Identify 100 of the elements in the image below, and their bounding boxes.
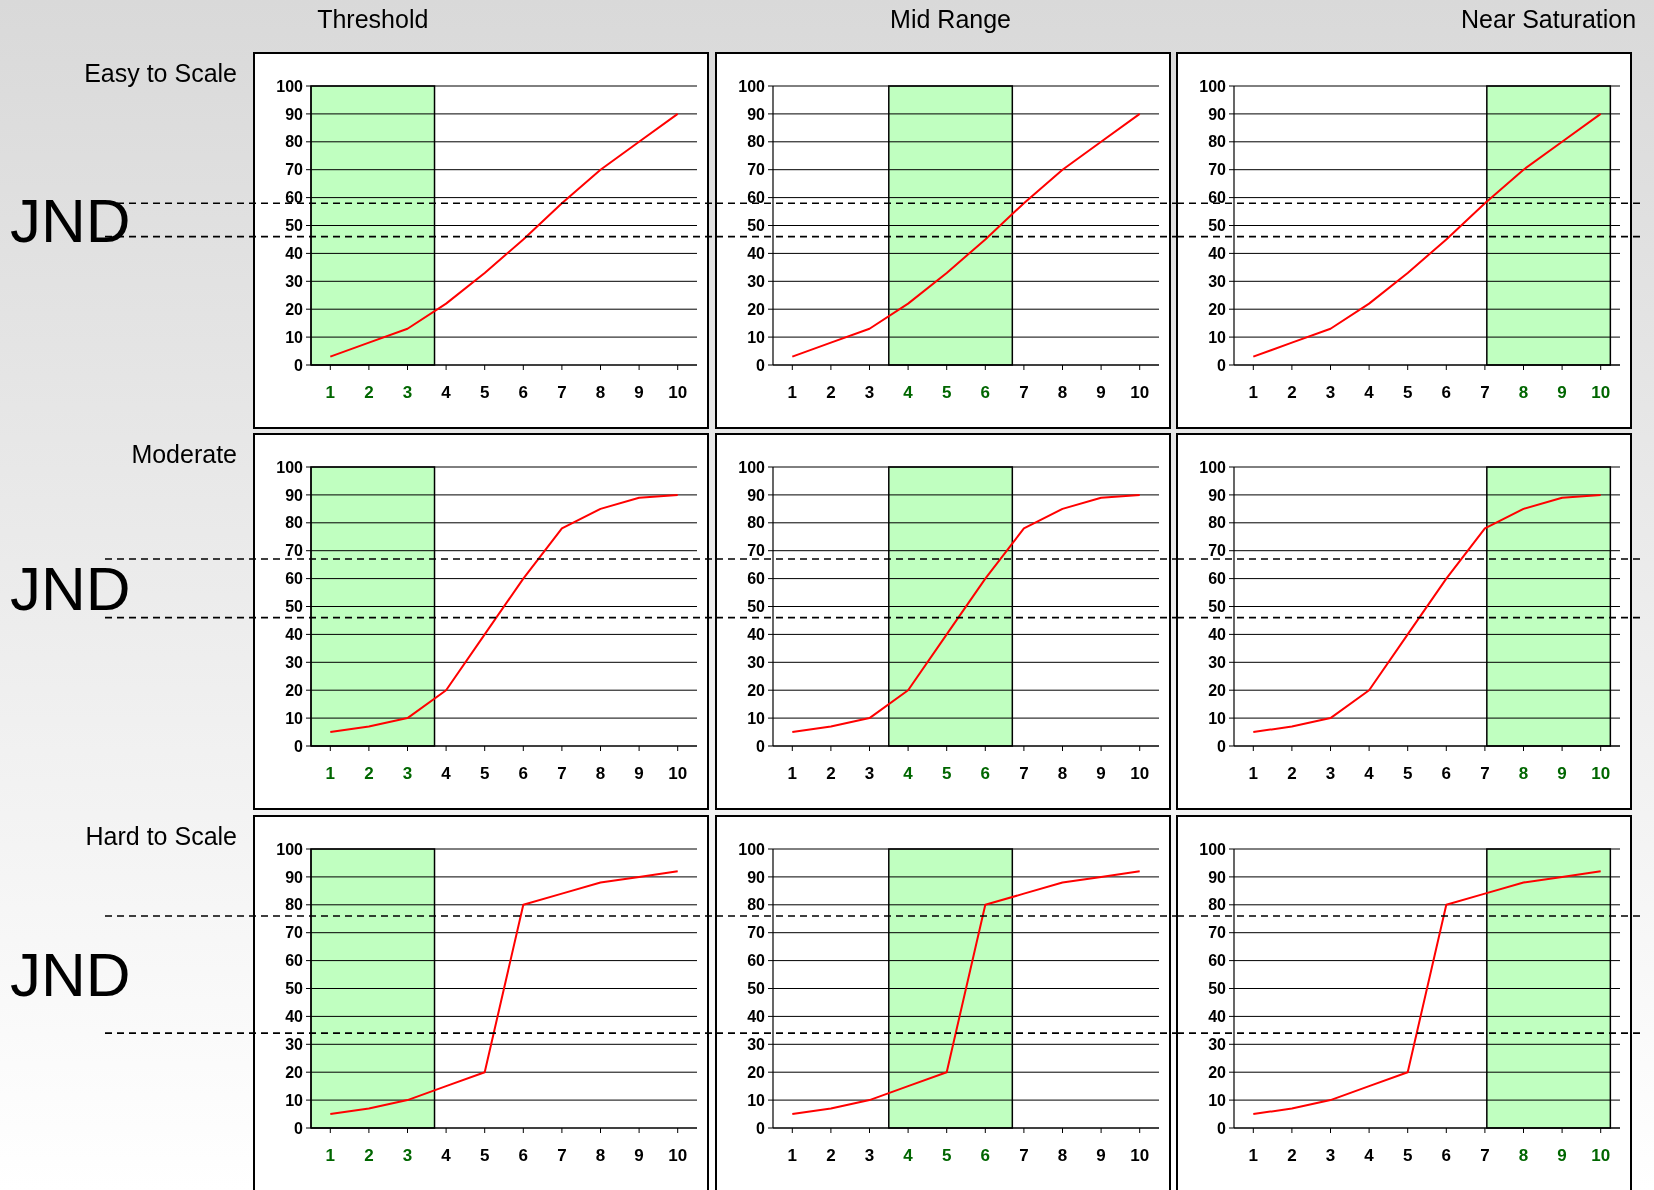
x-tick-label: 5 — [479, 1146, 490, 1165]
y-tick-label: 70 — [285, 924, 304, 942]
x-tick-label: 5 — [479, 764, 490, 783]
x-tick-label: 9 — [634, 764, 644, 783]
x-tick-label: 6 — [518, 383, 529, 402]
x-tick-label: 7 — [1480, 1146, 1490, 1165]
text: JND — [10, 554, 131, 624]
x-tick-label: 2 — [364, 383, 374, 402]
y-tick-label: 60 — [285, 952, 304, 970]
y-tick-label: 50 — [747, 980, 766, 998]
x-tick-label: 7 — [557, 764, 567, 783]
x-tick-label: 1 — [1248, 1146, 1259, 1165]
x-tick-label: 5 — [479, 383, 490, 402]
x-tick-label: 7 — [557, 383, 567, 402]
x-tick-label: 8 — [1057, 1146, 1068, 1165]
y-tick-label: 80 — [1208, 896, 1227, 914]
x-tick-label: 3 — [864, 1146, 875, 1165]
x-tick-label: 10 — [668, 764, 688, 783]
y-tick-label: 20 — [747, 1063, 766, 1081]
y-tick-label: 60 — [1208, 952, 1227, 970]
y-tick-label: 10 — [1208, 709, 1227, 727]
x-tick-label: 8 — [595, 764, 606, 783]
line-series — [1252, 493, 1602, 734]
x-tick-label: 10 — [1591, 383, 1611, 402]
y-tick-label: 100 — [276, 458, 304, 476]
y-tick-label: 40 — [747, 1008, 766, 1025]
y-tick-label: 100 — [276, 77, 304, 95]
y-tick-label: 30 — [747, 1035, 766, 1053]
x-tick-label: 7 — [557, 1146, 567, 1165]
y-tick-label: 20 — [747, 300, 766, 318]
y-tick-label: 90 — [747, 868, 766, 886]
x-tick-label: 1 — [787, 1146, 798, 1165]
chart-title: Near Saturation — [1461, 5, 1637, 33]
y-tick-label: 0 — [294, 1119, 304, 1137]
y-tick-label: 30 — [747, 653, 766, 671]
y-tick-label: 70 — [747, 542, 766, 560]
y-tick-label: 50 — [285, 598, 304, 616]
y-tick-label: 80 — [285, 514, 304, 532]
y-tick-label: 20 — [1208, 1063, 1227, 1081]
x-tick-label: 1 — [325, 764, 336, 783]
x-tick-label: 6 — [518, 764, 529, 783]
x-tick-label: 5 — [941, 1146, 952, 1165]
line-series — [791, 870, 1141, 1116]
line-series — [329, 112, 679, 358]
y-tick-label: 20 — [285, 1063, 304, 1081]
y-tick-label: 80 — [1208, 514, 1227, 532]
y-tick-label: 90 — [285, 105, 304, 123]
x-tick-label: 6 — [1441, 764, 1452, 783]
x-tick-label: 2 — [1287, 1146, 1297, 1165]
chart-title: Threshold — [317, 5, 429, 33]
y-tick-label: 70 — [285, 542, 304, 560]
y-tick-label: 40 — [285, 245, 304, 262]
x-tick-label: 3 — [1325, 383, 1336, 402]
x-tick-label: 9 — [1557, 383, 1567, 402]
y-tick-label: 80 — [747, 514, 766, 532]
x-tick-label: 1 — [325, 383, 336, 402]
y-tick-label: 80 — [747, 896, 766, 914]
x-tick-label: 8 — [595, 1146, 606, 1165]
x-tick-label: 3 — [864, 764, 875, 783]
y-axis-title: Moderate — [131, 440, 237, 468]
y-tick-label: 30 — [285, 1035, 304, 1053]
y-tick-label: 30 — [747, 272, 766, 290]
y-tick-label: 90 — [285, 486, 304, 504]
y-tick-label: 50 — [285, 980, 304, 998]
x-tick-label: 8 — [1518, 383, 1529, 402]
y-tick-label: 50 — [1208, 217, 1227, 235]
x-tick-label: 8 — [595, 383, 606, 402]
x-tick-label: 1 — [325, 1146, 336, 1165]
line-series — [329, 870, 679, 1116]
x-tick-label: 6 — [518, 1146, 529, 1165]
x-tick-label: 5 — [1402, 383, 1413, 402]
x-tick-label: 2 — [826, 383, 836, 402]
y-tick-label: 70 — [1208, 161, 1227, 179]
x-tick-label: 8 — [1518, 764, 1529, 783]
y-tick-label: 90 — [1208, 486, 1227, 504]
y-tick-label: 10 — [285, 328, 304, 346]
y-tick-label: 40 — [747, 245, 766, 262]
x-tick-label: 8 — [1057, 383, 1068, 402]
line-series — [791, 112, 1141, 358]
x-tick-label: 7 — [1019, 764, 1029, 783]
y-tick-label: 20 — [285, 681, 304, 699]
y-tick-label: 100 — [1199, 840, 1227, 858]
y-tick-label: 50 — [747, 217, 766, 235]
x-tick-label: 10 — [668, 1146, 688, 1165]
x-tick-label: 2 — [1287, 764, 1297, 783]
y-tick-label: 30 — [1208, 1035, 1227, 1053]
y-tick-label: 40 — [1208, 626, 1227, 643]
x-tick-label: 10 — [1130, 1146, 1150, 1165]
y-tick-label: 30 — [285, 272, 304, 290]
x-tick-label: 5 — [941, 383, 952, 402]
x-tick-label: 10 — [1130, 764, 1150, 783]
y-tick-label: 0 — [294, 737, 304, 755]
y-tick-label: 60 — [747, 570, 766, 588]
y-tick-label: 70 — [747, 161, 766, 179]
x-tick-label: 4 — [441, 764, 452, 783]
x-tick-label: 2 — [364, 764, 374, 783]
y-tick-label: 0 — [756, 737, 766, 755]
y-tick-label: 40 — [285, 1008, 304, 1025]
x-tick-label: 8 — [1057, 764, 1068, 783]
y-tick-label: 30 — [1208, 653, 1227, 671]
